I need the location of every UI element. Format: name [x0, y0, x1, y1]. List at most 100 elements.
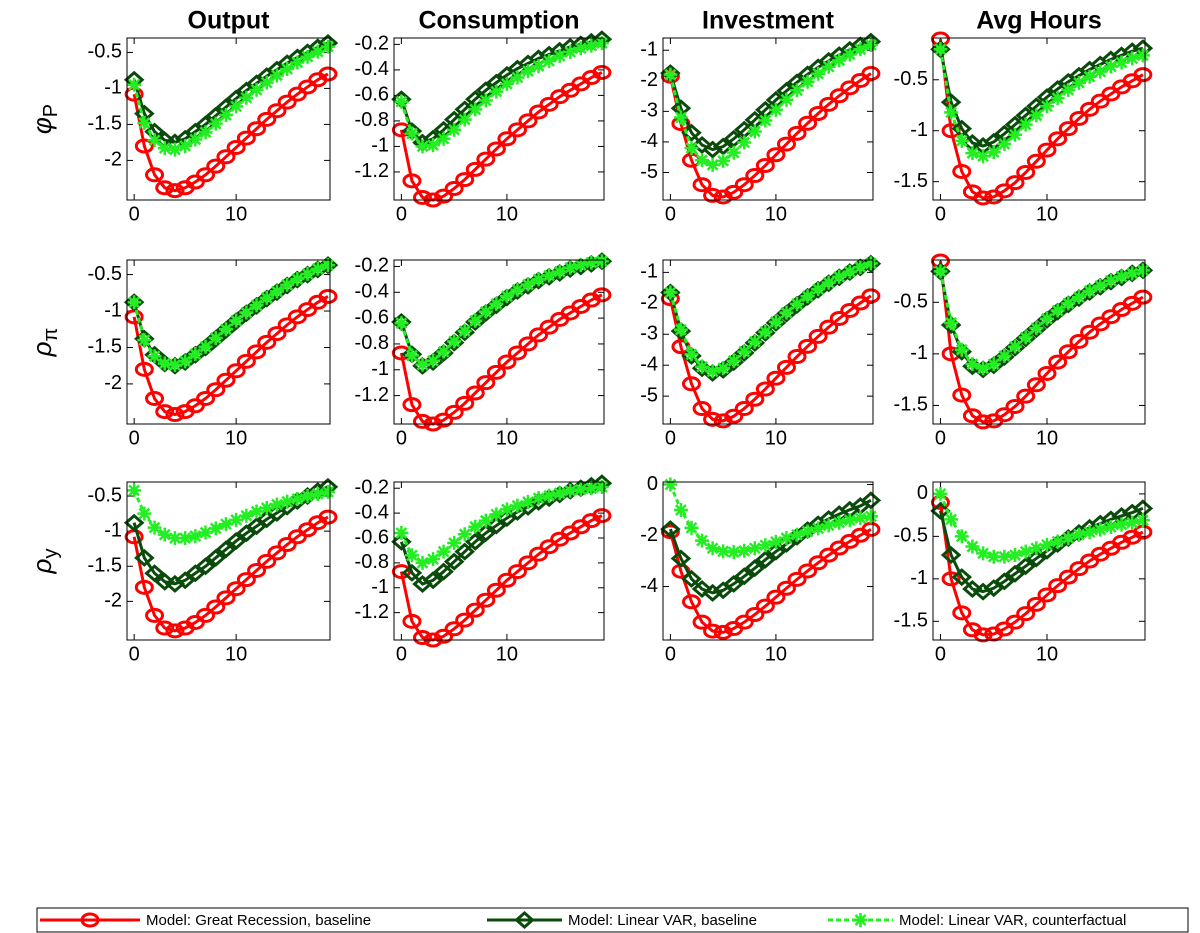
circle-marker	[145, 607, 165, 623]
circle-marker	[861, 65, 881, 81]
circle-marker	[216, 149, 236, 165]
plot-frame	[126, 37, 331, 201]
circle-marker	[497, 354, 517, 370]
y-tick-label: -4	[640, 130, 658, 152]
diamond-marker	[1036, 310, 1058, 329]
circle-marker	[236, 353, 256, 369]
circle-marker	[1133, 67, 1153, 83]
diamond-marker	[422, 571, 444, 590]
asterisk-marker	[127, 483, 142, 498]
diamond-marker	[994, 347, 1015, 366]
x-tick-label: 10	[1036, 643, 1058, 665]
diamond-marker	[660, 520, 681, 539]
diamond-marker	[486, 516, 507, 535]
asterisk-marker	[436, 544, 451, 559]
x-tick-label: 0	[665, 427, 676, 449]
circle-marker	[465, 602, 485, 618]
circle-marker	[455, 172, 475, 188]
asterisk-marker	[790, 83, 805, 98]
asterisk-marker	[521, 277, 536, 292]
circle-marker	[497, 131, 517, 147]
plot-frame	[662, 481, 874, 641]
circle-marker	[766, 370, 786, 386]
circle-marker	[1005, 614, 1025, 630]
circle-marker	[412, 189, 432, 205]
asterisk-marker	[976, 149, 991, 164]
asterisk-marker	[269, 284, 284, 299]
diamond-marker	[962, 580, 983, 599]
circle-marker	[952, 163, 972, 179]
asterisk-marker	[280, 61, 295, 76]
circle-marker	[1005, 175, 1025, 191]
circle-marker	[216, 590, 236, 606]
asterisk-marker	[1093, 64, 1108, 79]
diamond-marker	[681, 569, 702, 588]
circle-marker	[994, 183, 1014, 199]
asterisk-marker	[997, 348, 1012, 363]
circle-marker	[1069, 561, 1089, 577]
x-tick-label: 10	[1036, 203, 1058, 225]
y-tick-label: -1	[104, 77, 122, 99]
asterisk-marker	[965, 357, 980, 372]
asterisk-marker	[965, 146, 980, 161]
x-tick-label: 0	[665, 643, 676, 665]
asterisk-marker	[249, 298, 264, 313]
legend-marker	[80, 912, 100, 928]
asterisk-marker	[726, 545, 741, 560]
diamond-marker	[691, 580, 713, 599]
y-tick-label: -5	[640, 384, 658, 406]
circle-marker	[1016, 164, 1036, 180]
circle-marker	[734, 177, 754, 193]
circle-marker	[455, 612, 475, 628]
y-tick-label: -1.2	[355, 601, 389, 623]
plot-frame	[662, 259, 874, 425]
diamond-marker	[443, 552, 465, 571]
asterisk-marker	[436, 131, 451, 146]
x-tick-label: 10	[1036, 427, 1058, 449]
asterisk-marker	[457, 112, 472, 127]
circle-marker	[155, 180, 175, 196]
asterisk-marker	[673, 322, 688, 337]
asterisk-marker	[768, 534, 783, 549]
x-tick-label: 0	[935, 203, 946, 225]
asterisk-marker	[137, 506, 152, 521]
asterisk-marker	[218, 517, 233, 532]
x-tick-label: 10	[496, 643, 518, 665]
asterisk-marker	[127, 295, 142, 310]
asterisk-marker	[954, 342, 969, 357]
asterisk-marker	[716, 153, 731, 168]
y-tick-label: -0.4	[355, 501, 389, 523]
asterisk-marker	[1008, 339, 1023, 354]
y-tick-label: 0	[917, 482, 928, 504]
circle-marker	[829, 310, 849, 326]
legend-box	[36, 907, 1189, 933]
asterisk-marker	[167, 142, 182, 157]
plot-area	[663, 482, 873, 640]
y-tick-label: -0.2	[355, 255, 389, 277]
asterisk-marker	[478, 93, 493, 108]
asterisk-marker	[1135, 48, 1150, 63]
circle-marker	[1080, 101, 1100, 117]
asterisk-marker	[208, 521, 223, 536]
asterisk-marker	[552, 264, 567, 279]
circle-marker	[755, 381, 775, 397]
asterisk-marker	[663, 285, 678, 300]
circle-marker	[787, 571, 807, 587]
diamond-marker	[433, 562, 454, 581]
circle-marker	[444, 404, 464, 420]
circle-marker	[277, 94, 297, 110]
circle-marker	[402, 173, 422, 189]
asterisk-marker	[137, 115, 152, 130]
asterisk-marker	[768, 102, 783, 117]
y-axis-label: ρπ	[27, 328, 62, 358]
asterisk-marker	[705, 157, 720, 172]
asterisk-marker	[147, 520, 162, 535]
asterisk-marker	[310, 44, 325, 59]
circle-marker	[497, 572, 517, 588]
asterisk-marker	[499, 289, 514, 304]
circle-marker	[1037, 587, 1057, 603]
circle-marker	[486, 364, 506, 380]
diamond-marker	[1015, 557, 1036, 576]
diamond-marker	[994, 572, 1015, 591]
asterisk-marker	[468, 102, 483, 117]
